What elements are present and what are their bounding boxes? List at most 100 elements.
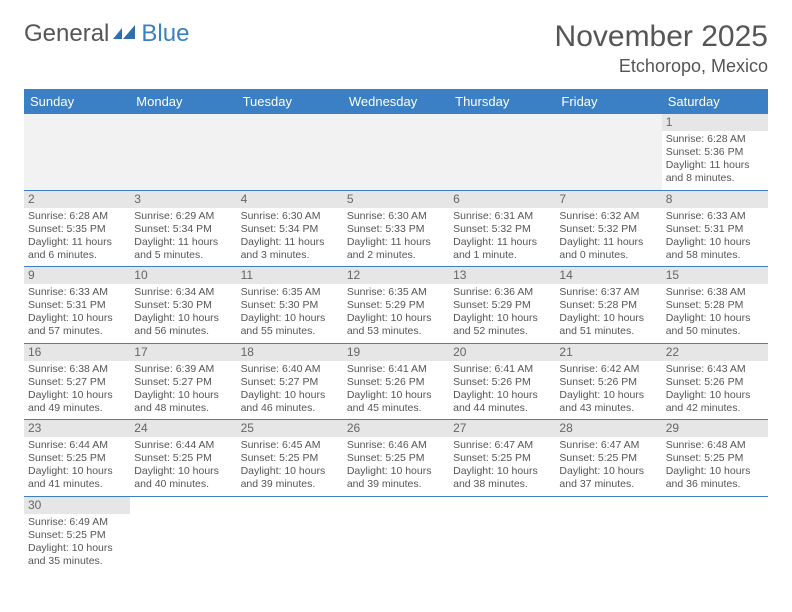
empty-cell xyxy=(343,114,449,190)
sunset-line: Sunset: 5:32 PM xyxy=(559,223,657,236)
logo-text-right: Blue xyxy=(141,20,189,48)
daylight-line: Daylight: 10 hours and 43 minutes. xyxy=(559,389,657,415)
calendar-row: 30Sunrise: 6:49 AMSunset: 5:25 PMDayligh… xyxy=(24,496,768,572)
sunset-line: Sunset: 5:35 PM xyxy=(28,223,126,236)
calendar-table: SundayMondayTuesdayWednesdayThursdayFrid… xyxy=(24,89,768,572)
empty-cell xyxy=(237,496,343,572)
logo-text-left: General xyxy=(24,20,109,48)
sunrise-line: Sunrise: 6:44 AM xyxy=(134,439,232,452)
daylight-line: Daylight: 10 hours and 45 minutes. xyxy=(347,389,445,415)
sunset-line: Sunset: 5:36 PM xyxy=(666,146,764,159)
sunset-line: Sunset: 5:30 PM xyxy=(134,299,232,312)
calendar-cell: 1Sunrise: 6:28 AMSunset: 5:36 PMDaylight… xyxy=(662,114,768,190)
daylight-line: Daylight: 10 hours and 42 minutes. xyxy=(666,389,764,415)
day-number: 15 xyxy=(662,267,768,284)
weekday-header-row: SundayMondayTuesdayWednesdayThursdayFrid… xyxy=(24,89,768,114)
sunrise-line: Sunrise: 6:49 AM xyxy=(28,516,126,529)
sunrise-line: Sunrise: 6:32 AM xyxy=(559,210,657,223)
daylight-line: Daylight: 11 hours and 8 minutes. xyxy=(666,159,764,185)
sunrise-line: Sunrise: 6:43 AM xyxy=(666,363,764,376)
sunset-line: Sunset: 5:31 PM xyxy=(666,223,764,236)
calendar-cell: 17Sunrise: 6:39 AMSunset: 5:27 PMDayligh… xyxy=(130,343,236,420)
calendar-cell: 18Sunrise: 6:40 AMSunset: 5:27 PMDayligh… xyxy=(237,343,343,420)
sunset-line: Sunset: 5:27 PM xyxy=(241,376,339,389)
calendar-cell: 27Sunrise: 6:47 AMSunset: 5:25 PMDayligh… xyxy=(449,420,555,497)
sunset-line: Sunset: 5:25 PM xyxy=(453,452,551,465)
sunrise-line: Sunrise: 6:30 AM xyxy=(241,210,339,223)
sunrise-line: Sunrise: 6:45 AM xyxy=(241,439,339,452)
day-number: 11 xyxy=(237,267,343,284)
sunset-line: Sunset: 5:29 PM xyxy=(453,299,551,312)
sunrise-line: Sunrise: 6:41 AM xyxy=(453,363,551,376)
weekday-header: Wednesday xyxy=(343,89,449,114)
flag-icon xyxy=(113,25,139,43)
sunrise-line: Sunrise: 6:44 AM xyxy=(28,439,126,452)
day-number: 21 xyxy=(555,344,661,361)
sunset-line: Sunset: 5:26 PM xyxy=(666,376,764,389)
day-number: 29 xyxy=(662,420,768,437)
calendar-cell: 6Sunrise: 6:31 AMSunset: 5:32 PMDaylight… xyxy=(449,190,555,267)
daylight-line: Daylight: 11 hours and 1 minute. xyxy=(453,236,551,262)
calendar-cell: 13Sunrise: 6:36 AMSunset: 5:29 PMDayligh… xyxy=(449,267,555,344)
sunset-line: Sunset: 5:26 PM xyxy=(453,376,551,389)
sunrise-line: Sunrise: 6:30 AM xyxy=(347,210,445,223)
sunrise-line: Sunrise: 6:37 AM xyxy=(559,286,657,299)
empty-cell xyxy=(343,496,449,572)
sunset-line: Sunset: 5:25 PM xyxy=(134,452,232,465)
sunset-line: Sunset: 5:26 PM xyxy=(347,376,445,389)
calendar-cell: 22Sunrise: 6:43 AMSunset: 5:26 PMDayligh… xyxy=(662,343,768,420)
calendar-row: 9Sunrise: 6:33 AMSunset: 5:31 PMDaylight… xyxy=(24,267,768,344)
day-number: 27 xyxy=(449,420,555,437)
day-number: 30 xyxy=(24,497,130,514)
header-row: General Blue November 2025 Etchoropo, Me… xyxy=(24,20,768,77)
empty-cell xyxy=(24,114,130,190)
sunset-line: Sunset: 5:34 PM xyxy=(134,223,232,236)
weekday-header: Saturday xyxy=(662,89,768,114)
calendar-body: 1Sunrise: 6:28 AMSunset: 5:36 PMDaylight… xyxy=(24,114,768,572)
daylight-line: Daylight: 10 hours and 46 minutes. xyxy=(241,389,339,415)
sunset-line: Sunset: 5:31 PM xyxy=(28,299,126,312)
sunset-line: Sunset: 5:26 PM xyxy=(559,376,657,389)
daylight-line: Daylight: 10 hours and 52 minutes. xyxy=(453,312,551,338)
sunrise-line: Sunrise: 6:31 AM xyxy=(453,210,551,223)
calendar-cell: 28Sunrise: 6:47 AMSunset: 5:25 PMDayligh… xyxy=(555,420,661,497)
calendar-cell: 8Sunrise: 6:33 AMSunset: 5:31 PMDaylight… xyxy=(662,190,768,267)
day-number: 20 xyxy=(449,344,555,361)
sunrise-line: Sunrise: 6:28 AM xyxy=(666,133,764,146)
sunset-line: Sunset: 5:25 PM xyxy=(241,452,339,465)
day-number: 13 xyxy=(449,267,555,284)
calendar-cell: 24Sunrise: 6:44 AMSunset: 5:25 PMDayligh… xyxy=(130,420,236,497)
calendar-row: 1Sunrise: 6:28 AMSunset: 5:36 PMDaylight… xyxy=(24,114,768,190)
daylight-line: Daylight: 11 hours and 3 minutes. xyxy=(241,236,339,262)
day-number: 6 xyxy=(449,191,555,208)
daylight-line: Daylight: 10 hours and 41 minutes. xyxy=(28,465,126,491)
sunset-line: Sunset: 5:30 PM xyxy=(241,299,339,312)
sunset-line: Sunset: 5:25 PM xyxy=(28,452,126,465)
daylight-line: Daylight: 10 hours and 48 minutes. xyxy=(134,389,232,415)
day-number: 2 xyxy=(24,191,130,208)
day-number: 19 xyxy=(343,344,449,361)
daylight-line: Daylight: 11 hours and 2 minutes. xyxy=(347,236,445,262)
calendar-cell: 3Sunrise: 6:29 AMSunset: 5:34 PMDaylight… xyxy=(130,190,236,267)
day-number: 3 xyxy=(130,191,236,208)
sunrise-line: Sunrise: 6:33 AM xyxy=(28,286,126,299)
sunrise-line: Sunrise: 6:38 AM xyxy=(666,286,764,299)
calendar-cell: 12Sunrise: 6:35 AMSunset: 5:29 PMDayligh… xyxy=(343,267,449,344)
sunrise-line: Sunrise: 6:38 AM xyxy=(28,363,126,376)
sunrise-line: Sunrise: 6:39 AM xyxy=(134,363,232,376)
sunset-line: Sunset: 5:25 PM xyxy=(666,452,764,465)
daylight-line: Daylight: 10 hours and 58 minutes. xyxy=(666,236,764,262)
empty-cell xyxy=(130,496,236,572)
sunset-line: Sunset: 5:28 PM xyxy=(559,299,657,312)
calendar-cell: 2Sunrise: 6:28 AMSunset: 5:35 PMDaylight… xyxy=(24,190,130,267)
calendar-cell: 20Sunrise: 6:41 AMSunset: 5:26 PMDayligh… xyxy=(449,343,555,420)
calendar-cell: 4Sunrise: 6:30 AMSunset: 5:34 PMDaylight… xyxy=(237,190,343,267)
sunset-line: Sunset: 5:28 PM xyxy=(666,299,764,312)
sunrise-line: Sunrise: 6:47 AM xyxy=(559,439,657,452)
calendar-cell: 5Sunrise: 6:30 AMSunset: 5:33 PMDaylight… xyxy=(343,190,449,267)
daylight-line: Daylight: 10 hours and 50 minutes. xyxy=(666,312,764,338)
daylight-line: Daylight: 10 hours and 55 minutes. xyxy=(241,312,339,338)
day-number: 5 xyxy=(343,191,449,208)
weekday-header: Thursday xyxy=(449,89,555,114)
calendar-cell: 10Sunrise: 6:34 AMSunset: 5:30 PMDayligh… xyxy=(130,267,236,344)
